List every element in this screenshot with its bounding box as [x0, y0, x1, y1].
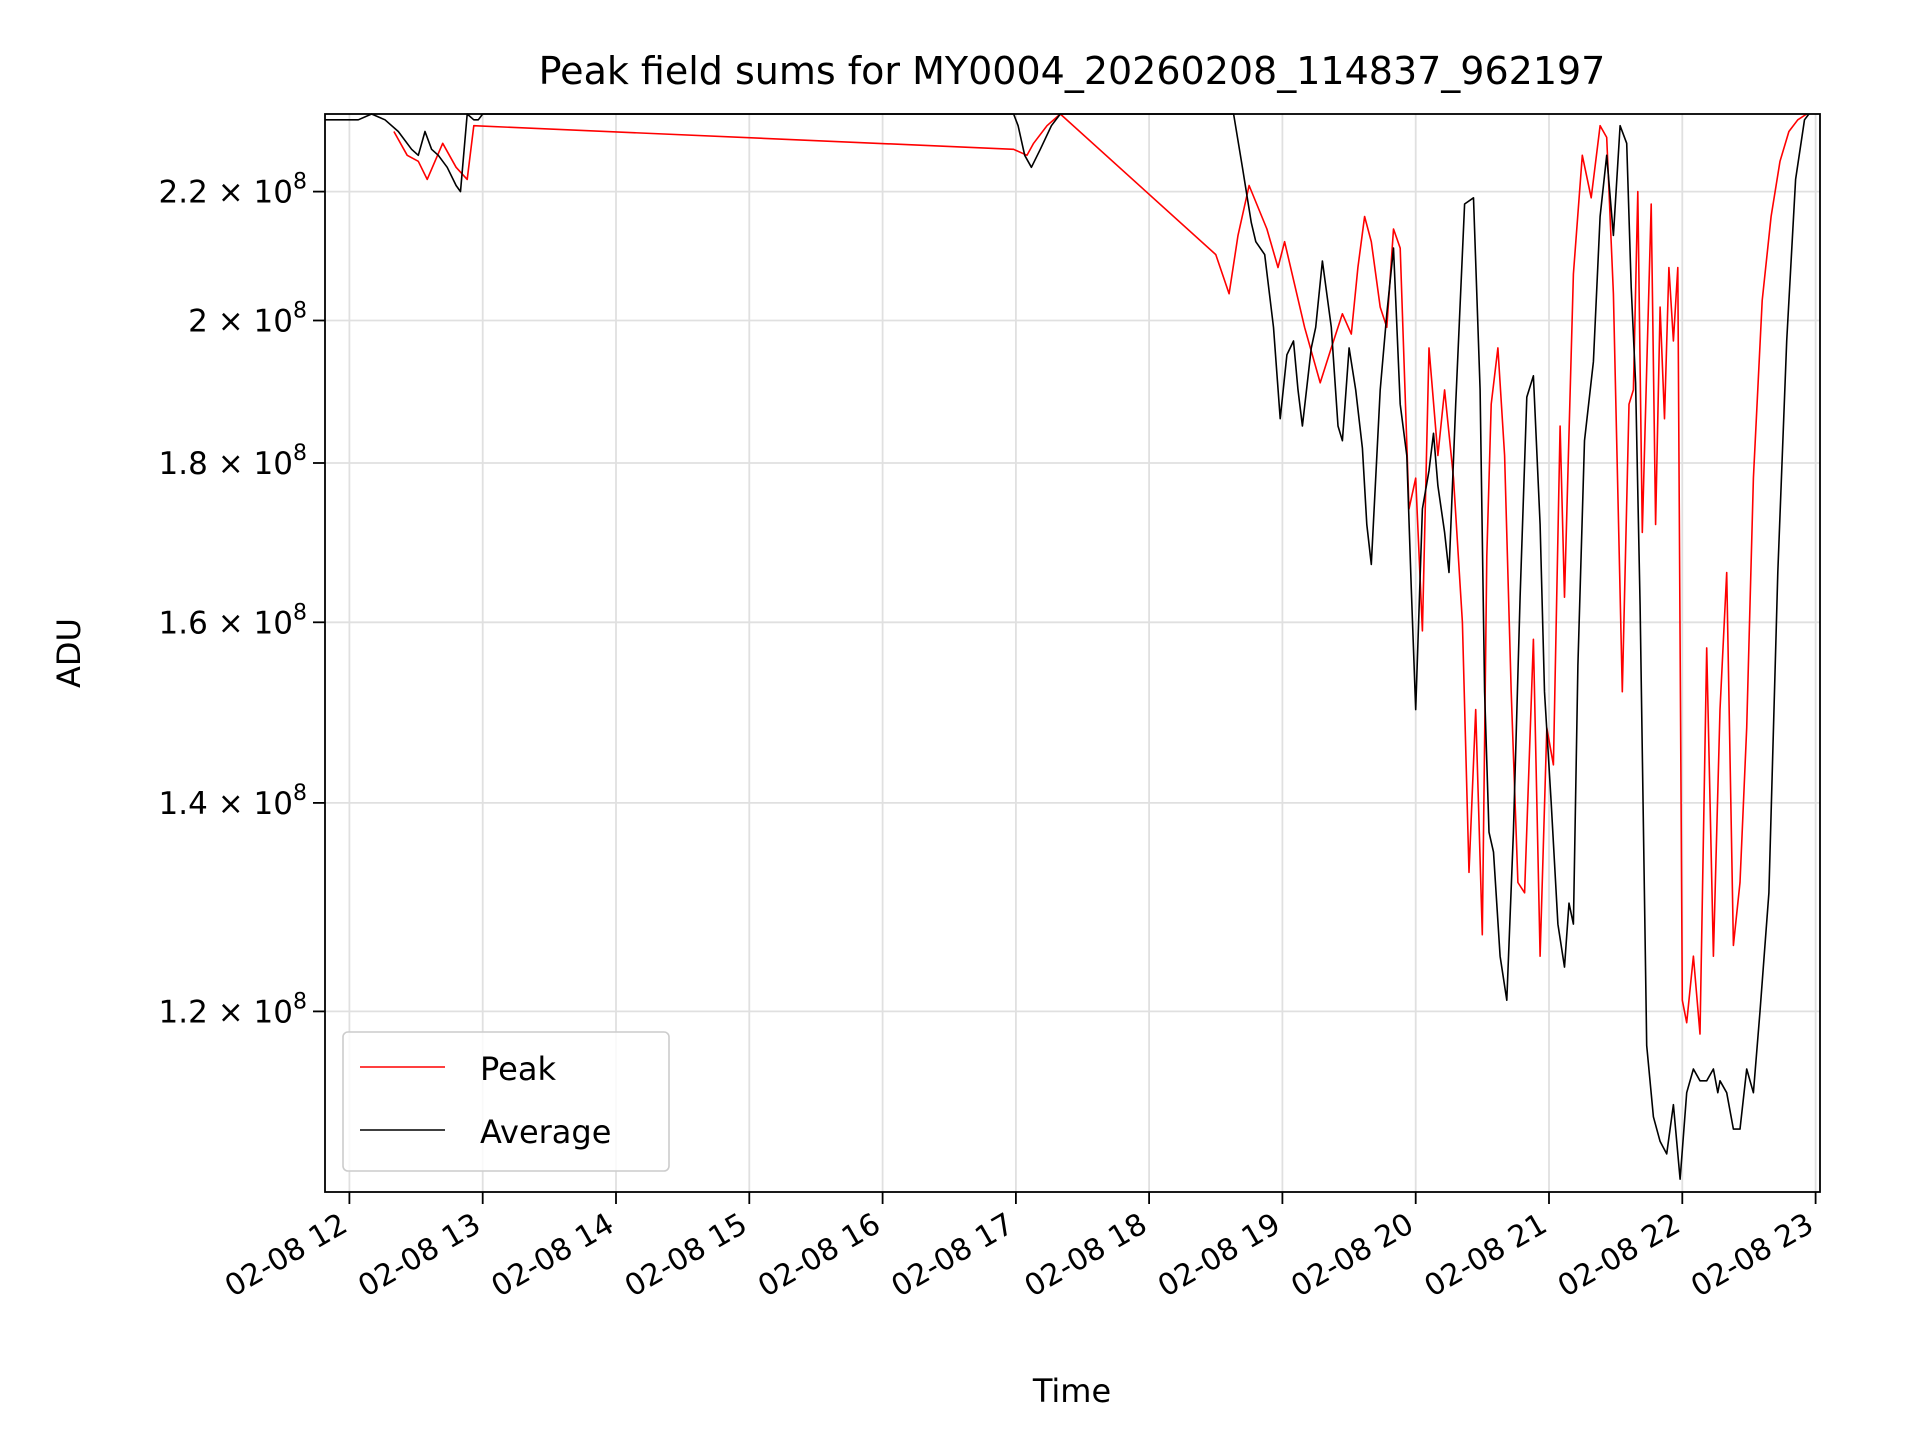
y-tick-mantissa: 2: [188, 304, 208, 340]
y-tick-label: 1.6 × 108: [159, 600, 307, 641]
y-tick-exponent: 8: [293, 781, 307, 806]
x-axis-label: Time: [1032, 1372, 1111, 1410]
y-axis: 1.2 × 108 1.4 × 108 1.6 × 108 1.8 × 108 2 × …: [159, 170, 325, 1030]
y-tick-mantissa: 2.2: [159, 175, 208, 211]
y-tick-label: 2.2 × 108: [159, 170, 307, 211]
y-tick-label: 2 × 108: [188, 299, 307, 340]
y-tick-exponent: 8: [293, 170, 307, 195]
y-tick-label: 1.8 × 108: [159, 441, 307, 482]
series-line-peak: [393, 113, 1808, 1035]
series-line-average: [325, 113, 1810, 1180]
y-tick-exponent: 8: [293, 299, 307, 324]
plot-frame: [324, 113, 1821, 1193]
chart-title: Peak field sums for MY0004_20260208_1148…: [539, 49, 1606, 93]
y-tick-label: 1.4 × 108: [159, 781, 307, 822]
legend-label-average: Average: [480, 1113, 611, 1151]
y-tick-mantissa: 1.4: [159, 786, 208, 822]
grid: [325, 114, 1820, 1192]
y-tick-mantissa: 1.2: [159, 994, 208, 1030]
y-tick-mantissa: 1.8: [159, 446, 208, 482]
y-tick-exponent: 8: [293, 989, 307, 1014]
y-axis-label: ADU: [50, 618, 88, 688]
legend: Peak Average: [342, 1031, 670, 1172]
y-tick-exponent: 8: [293, 600, 307, 625]
y-tick-mantissa: 1.6: [159, 605, 208, 641]
y-tick-label: 1.2 × 108: [159, 989, 307, 1030]
legend-label-peak: Peak: [480, 1050, 556, 1088]
y-tick-exponent: 8: [293, 441, 307, 466]
series-lines: [325, 113, 1810, 1180]
